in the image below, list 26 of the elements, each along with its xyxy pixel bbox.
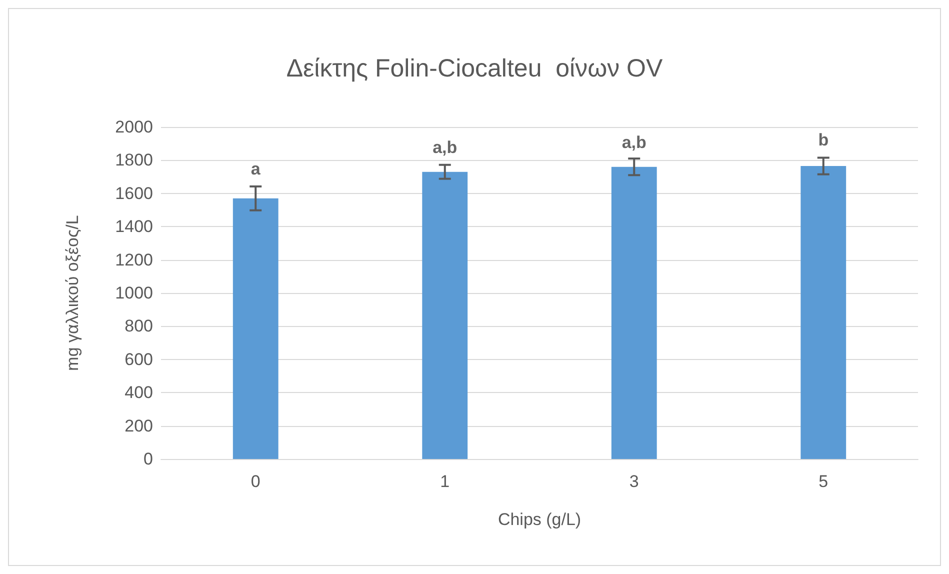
y-axis-title: mg γαλλικού οξέος/L bbox=[63, 215, 82, 371]
chart-title: Δείκτης Folin-Ciocalteu οίνων OV bbox=[286, 54, 663, 82]
y-tick-label: 200 bbox=[124, 416, 153, 436]
x-tick-label: 0 bbox=[250, 472, 260, 491]
x-tick-label: 3 bbox=[629, 472, 639, 491]
bar bbox=[800, 166, 846, 459]
y-tick-label: 400 bbox=[124, 383, 153, 402]
y-tick-label: 1200 bbox=[115, 250, 153, 270]
y-tick-label: 2000 bbox=[115, 118, 153, 136]
y-tick-label: 1800 bbox=[115, 150, 153, 170]
x-tick-label: 5 bbox=[818, 472, 828, 491]
annotation: a,b bbox=[432, 138, 458, 158]
annotation: a bbox=[250, 159, 261, 178]
annotation: b bbox=[818, 130, 829, 150]
x-tick-label: 1 bbox=[440, 472, 450, 491]
x-axis-title: Chips (g/L) bbox=[498, 510, 582, 529]
bar bbox=[232, 198, 278, 459]
y-tick-label: 800 bbox=[124, 316, 153, 336]
bar bbox=[611, 166, 657, 459]
bar bbox=[422, 172, 468, 459]
annotation: a,b bbox=[622, 132, 646, 152]
y-tick-label: 1000 bbox=[115, 284, 153, 302]
y-tick-label: 600 bbox=[124, 350, 153, 369]
y-tick-label: 1600 bbox=[115, 184, 153, 203]
y-tick-label: 1400 bbox=[115, 217, 153, 236]
y-tick-label: 0 bbox=[144, 450, 153, 468]
